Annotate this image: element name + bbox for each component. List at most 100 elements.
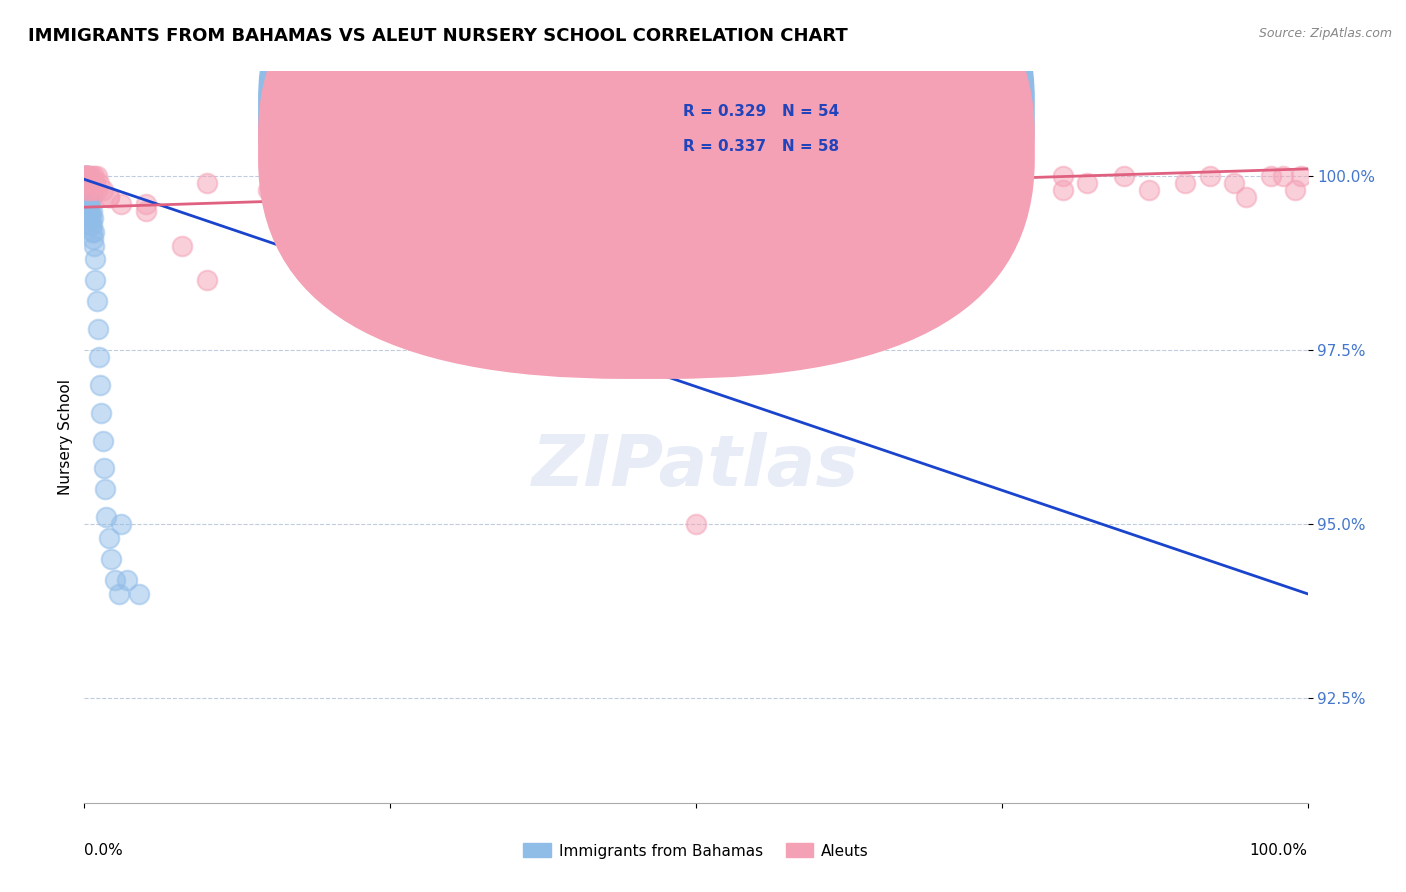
Point — [82, 183, 104, 197]
Point — [1137, 183, 1160, 197]
Point — [991, 176, 1014, 190]
Point — [73, 176, 96, 190]
Point — [76, 190, 98, 204]
Point — [1291, 169, 1313, 183]
Point — [195, 273, 218, 287]
Point — [87, 176, 110, 190]
Point — [79, 203, 101, 218]
Point — [77, 183, 100, 197]
Text: Source: ZipAtlas.com: Source: ZipAtlas.com — [1258, 27, 1392, 40]
Point — [82, 225, 104, 239]
Point — [1260, 169, 1282, 183]
Point — [94, 483, 117, 497]
Point — [83, 225, 105, 239]
Point — [77, 169, 100, 183]
Point — [79, 196, 101, 211]
Point — [172, 238, 194, 252]
Point — [624, 176, 647, 190]
Point — [1052, 183, 1074, 197]
Point — [96, 510, 118, 524]
Point — [77, 169, 100, 183]
Point — [89, 377, 111, 392]
Point — [86, 169, 108, 183]
Point — [79, 218, 101, 232]
Point — [77, 183, 100, 197]
Point — [77, 211, 100, 225]
Y-axis label: Nursery School: Nursery School — [58, 379, 73, 495]
Point — [1174, 176, 1197, 190]
Point — [104, 573, 127, 587]
Point — [1114, 169, 1136, 183]
FancyBboxPatch shape — [259, 0, 1035, 379]
Point — [107, 587, 129, 601]
Point — [502, 190, 524, 204]
Point — [135, 203, 157, 218]
Point — [77, 190, 100, 204]
Point — [75, 169, 97, 183]
Text: IMMIGRANTS FROM BAHAMAS VS ALEUT NURSERY SCHOOL CORRELATION CHART: IMMIGRANTS FROM BAHAMAS VS ALEUT NURSERY… — [28, 27, 848, 45]
Point — [80, 190, 103, 204]
Point — [87, 350, 110, 364]
Point — [685, 169, 707, 183]
Point — [110, 196, 132, 211]
Point — [77, 176, 100, 190]
Point — [97, 531, 120, 545]
Text: 100.0%: 100.0% — [1250, 843, 1308, 858]
Point — [84, 176, 107, 190]
FancyBboxPatch shape — [605, 86, 910, 178]
Point — [76, 183, 98, 197]
Point — [84, 273, 107, 287]
Text: 0.0%: 0.0% — [84, 843, 124, 858]
Point — [97, 190, 120, 204]
Point — [82, 231, 104, 245]
Point — [1198, 169, 1220, 183]
Point — [76, 176, 98, 190]
Point — [380, 176, 402, 190]
Point — [869, 169, 891, 183]
Point — [73, 176, 96, 190]
Point — [1076, 176, 1098, 190]
Point — [77, 169, 100, 183]
Point — [77, 203, 100, 218]
Point — [1272, 169, 1295, 183]
Point — [1236, 190, 1258, 204]
Point — [93, 461, 115, 475]
Point — [76, 169, 98, 183]
Point — [747, 183, 769, 197]
Point — [77, 169, 100, 183]
Point — [76, 176, 98, 190]
Point — [83, 252, 105, 267]
Point — [83, 238, 105, 252]
Point — [80, 190, 103, 204]
Point — [73, 183, 96, 197]
Point — [75, 169, 97, 183]
Point — [75, 183, 97, 197]
Point — [76, 196, 98, 211]
Point — [82, 211, 104, 225]
Point — [73, 169, 96, 183]
Point — [195, 176, 218, 190]
Text: R = 0.337   N = 58: R = 0.337 N = 58 — [682, 139, 838, 154]
Point — [79, 176, 101, 190]
Point — [80, 218, 103, 232]
Point — [1052, 169, 1074, 183]
Point — [685, 517, 707, 532]
Point — [77, 176, 100, 190]
Point — [90, 406, 112, 420]
Point — [73, 169, 96, 183]
Point — [562, 183, 585, 197]
Point — [1223, 176, 1246, 190]
Point — [807, 176, 830, 190]
Point — [79, 176, 101, 190]
Point — [73, 169, 96, 183]
Point — [100, 552, 122, 566]
Point — [80, 211, 103, 225]
Point — [91, 434, 114, 448]
Point — [80, 169, 103, 183]
Point — [75, 176, 97, 190]
Text: R = 0.329   N = 54: R = 0.329 N = 54 — [682, 104, 839, 120]
Point — [75, 190, 97, 204]
Point — [128, 587, 150, 601]
Point — [110, 517, 132, 532]
Point — [75, 169, 97, 183]
